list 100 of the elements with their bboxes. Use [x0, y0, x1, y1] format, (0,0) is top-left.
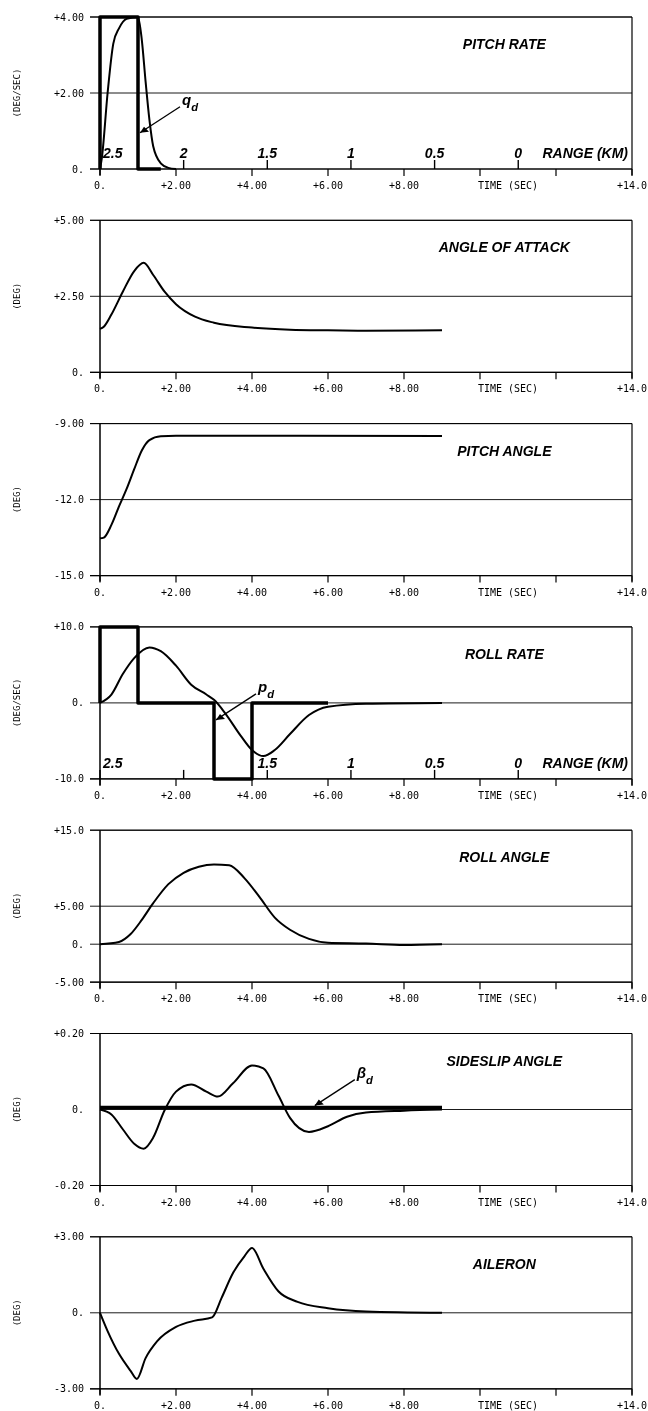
x-tick-label: +14.0 [616, 789, 648, 801]
x-tick-label: +6.00 [312, 1399, 344, 1411]
x-axis-title: TIME (SEC) [477, 993, 539, 1005]
x-tick-label: +8.00 [388, 586, 420, 598]
y-tick-label: 0. [71, 163, 84, 175]
x-tick-label: +6.00 [312, 586, 344, 598]
x-tick-label: 0. [93, 1196, 107, 1208]
y-tick-label: -9.00 [53, 418, 84, 430]
y-tick-label: +15.0 [53, 824, 84, 836]
x-axis-title: TIME (SEC) [477, 586, 539, 598]
x2-tick-label: 0 [514, 145, 523, 161]
x-tick-label: 0. [93, 180, 107, 191]
x-tick-label: +6.00 [312, 1196, 344, 1208]
x2-tick-label: 2.5 [102, 145, 123, 161]
y-tick-label: 0. [71, 938, 84, 950]
y-tick-label: -12.0 [53, 494, 84, 506]
text: ROLL ANGLE [459, 849, 551, 866]
y-tick-label: -15.0 [53, 570, 84, 582]
x2-tick-label: 1 [347, 145, 356, 161]
y-tick-label: -3.00 [53, 1383, 84, 1395]
y-axis-title: (DEG) [12, 486, 22, 514]
x-axis-title: TIME (SEC) [477, 180, 539, 191]
x-tick-label: +8.00 [388, 993, 420, 1005]
y-tick-label: -5.00 [53, 976, 84, 988]
y-tick-label: +2.00 [53, 87, 84, 99]
y-axis-title: (DEG) [12, 282, 22, 310]
y-tick-label: +0.20 [53, 1028, 84, 1039]
x-tick-label: +8.00 [388, 383, 420, 395]
x-tick-label: 0. [93, 586, 107, 598]
annotation: p$_{d}$ [257, 677, 276, 700]
annotation: β$_{d}$ [355, 1063, 375, 1086]
y-tick-label: -10.0 [53, 773, 84, 785]
x-tick-label: +8.00 [388, 789, 420, 801]
x-tick-label: +2.00 [160, 789, 192, 801]
x-tick-label: 0. [93, 789, 107, 801]
x2-tick-label: 0 [514, 754, 523, 771]
y-tick-label: 0. [71, 1307, 84, 1319]
x-tick-label: +2.00 [160, 383, 192, 395]
x2-tick-label: 1.5 [257, 754, 278, 771]
x-tick-label: +2.00 [160, 1399, 192, 1411]
y-tick-label: +2.50 [53, 290, 84, 302]
x-tick-label: +6.00 [312, 789, 344, 801]
y-tick-label: +5.00 [53, 214, 84, 226]
text: SIDESLIP ANGLE [446, 1052, 563, 1069]
x2-axis-title: RANGE (KM) [542, 145, 629, 161]
x-tick-label: +14.0 [616, 993, 648, 1005]
x-tick-label: +4.00 [236, 1399, 268, 1411]
x-tick-label: 0. [93, 993, 107, 1005]
y-tick-label: +3.00 [53, 1231, 84, 1243]
x-tick-label: +4.00 [236, 383, 268, 395]
y-axis-title: (DEG) [12, 1299, 22, 1327]
y-tick-label: 0. [71, 366, 84, 378]
x-tick-label: +4.00 [236, 1196, 268, 1208]
x2-tick-label: 2 [178, 145, 188, 161]
x-tick-label: +2.00 [160, 586, 192, 598]
x-tick-label: +4.00 [236, 993, 268, 1005]
x2-tick-label: 1.5 [257, 145, 278, 161]
y-axis-title: (DEG) [12, 1095, 22, 1124]
annotation: q$_{d}$ [182, 90, 200, 113]
x-tick-label: 0. [93, 383, 107, 395]
y-tick-label: 0. [71, 1104, 84, 1115]
x-tick-label: +14.0 [616, 1196, 648, 1208]
x-axis-title: TIME (SEC) [477, 1399, 539, 1411]
x2-tick-label: 0.5 [424, 145, 445, 161]
x-tick-label: +2.00 [160, 180, 192, 191]
x-tick-label: +8.00 [388, 1399, 420, 1411]
x2-tick-label: 2.5 [102, 754, 123, 771]
x-tick-label: +8.00 [388, 1196, 420, 1208]
x-axis-title: TIME (SEC) [477, 383, 539, 395]
x-tick-label: +14.0 [616, 1399, 648, 1411]
x-tick-label: +2.00 [160, 1196, 192, 1208]
x-tick-label: +4.00 [236, 789, 268, 801]
text: PITCH RATE [462, 36, 547, 52]
y-tick-label: 0. [71, 697, 84, 709]
text: ROLL RATE [464, 645, 545, 662]
x2-tick-label: 1 [347, 754, 356, 771]
y-tick-label: +5.00 [53, 900, 84, 912]
x-tick-label: +14.0 [616, 586, 648, 598]
x-tick-label: +14.0 [616, 180, 648, 191]
x-tick-label: +4.00 [236, 586, 268, 598]
x-axis-title: TIME (SEC) [477, 1196, 539, 1208]
text: AILERON [471, 1255, 537, 1272]
x-tick-label: +2.00 [160, 993, 192, 1005]
y-tick-label: -0.20 [53, 1180, 84, 1191]
x-tick-label: +8.00 [388, 180, 420, 191]
y-axis-title: (DEG/SEC) [12, 68, 22, 118]
text: ANGLE OF ATTACK [437, 239, 571, 256]
x-tick-label: +6.00 [312, 993, 344, 1005]
y-tick-label: +10.0 [53, 621, 84, 633]
y-axis-title: (DEG) [12, 892, 22, 920]
x-tick-label: +6.00 [312, 180, 344, 191]
x-tick-label: +14.0 [616, 383, 648, 395]
x-axis-title: TIME (SEC) [477, 789, 539, 801]
y-axis-title: (DEG/SEC) [12, 678, 22, 728]
x-tick-label: +4.00 [236, 180, 268, 191]
x-tick-label: +6.00 [312, 383, 344, 395]
x2-tick-label: 0.5 [424, 754, 445, 771]
y-tick-label: +4.00 [53, 11, 84, 23]
x-tick-label: 0. [93, 1399, 107, 1411]
x2-axis-title: RANGE (KM) [542, 754, 629, 771]
